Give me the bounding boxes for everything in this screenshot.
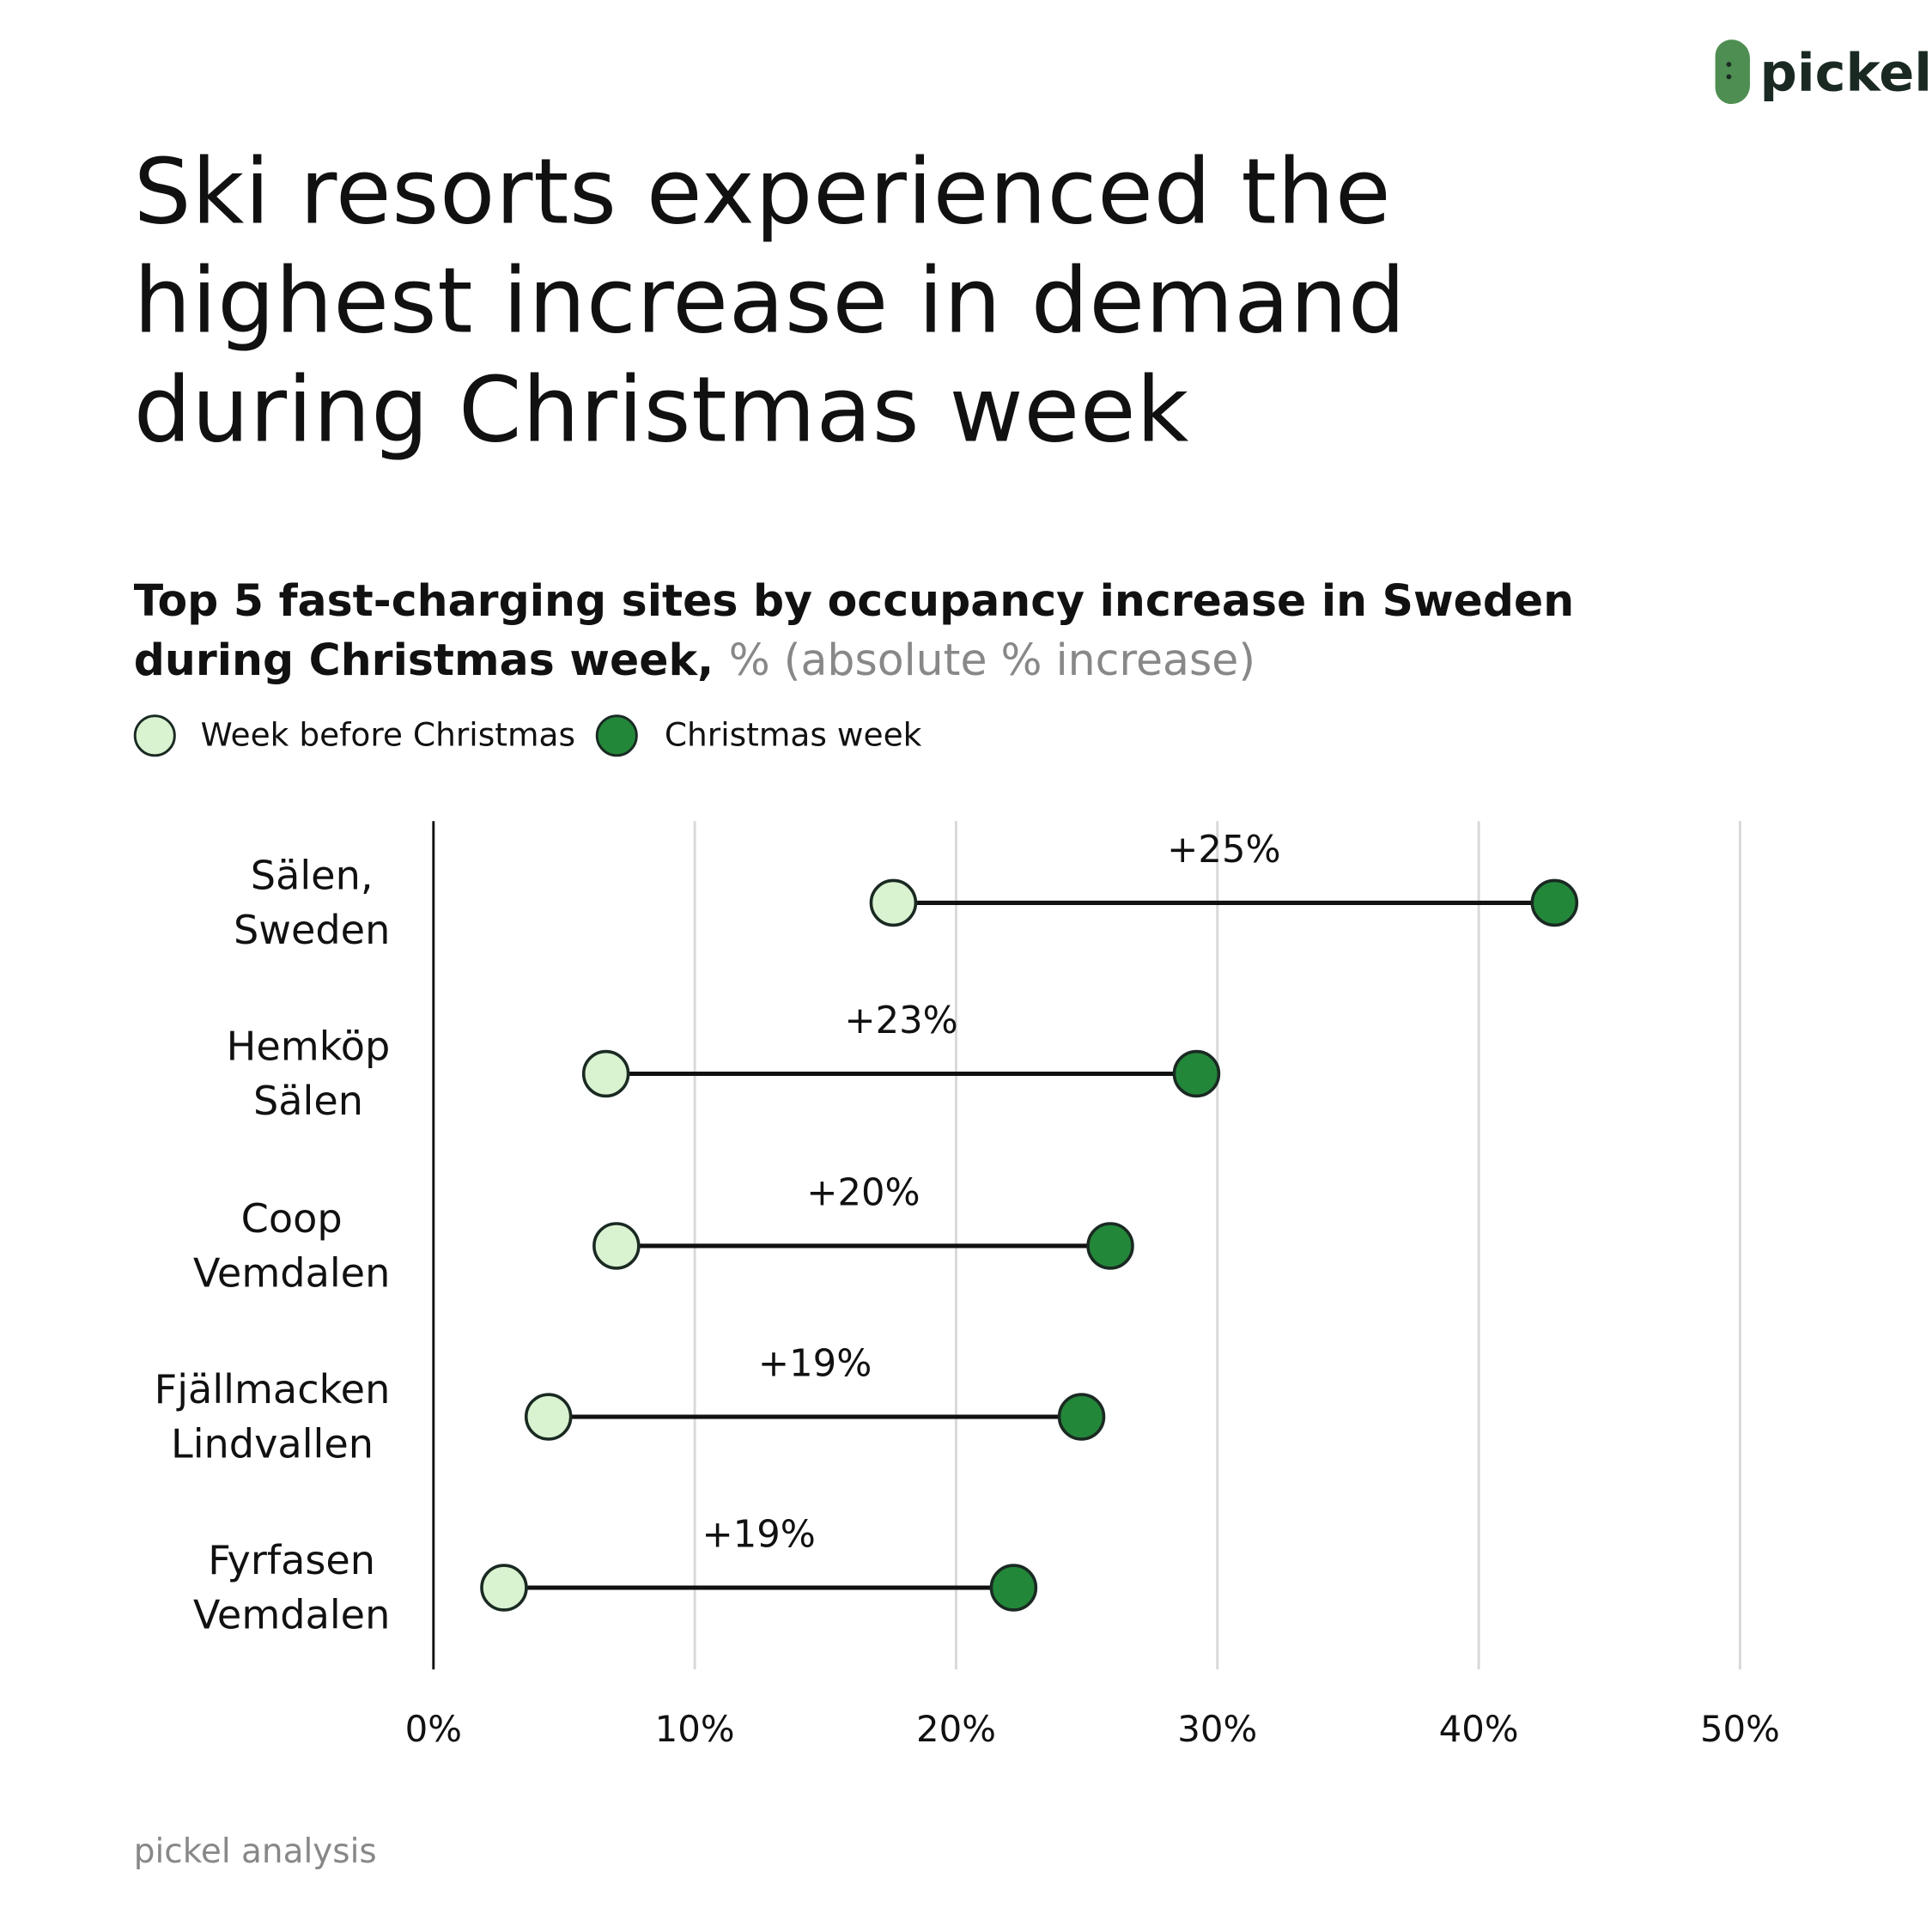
x-tick-label: 40% — [1439, 1708, 1519, 1750]
category-label-line: Sälen — [252, 1077, 363, 1125]
point-week-before — [524, 1393, 573, 1441]
increase-label: +19% — [702, 1513, 816, 1556]
point-week-before — [869, 878, 918, 927]
category-label: Sälen, Sweden — [234, 848, 390, 957]
category-label-line: Fyrfasen — [208, 1536, 376, 1584]
category-label: Fjällmacken Lindvallen — [155, 1363, 391, 1472]
point-week-before — [592, 1222, 641, 1270]
increase-label: +20% — [806, 1171, 920, 1214]
x-tick-label: 0% — [405, 1708, 462, 1750]
category-label: Fyrfasen Vemdalen — [193, 1534, 390, 1643]
chart-subtitle: Top 5 fast-charging sites by occupancy i… — [134, 572, 1744, 690]
subtitle-unit: % (absolute % increase) — [728, 636, 1256, 687]
point-christmas-week — [1530, 878, 1579, 927]
increase-label: +25% — [1167, 829, 1280, 872]
logo-text: pickel — [1759, 41, 1932, 102]
category-label-line: Lindvallen — [171, 1420, 374, 1468]
category-label: Hemköp Sälen — [227, 1019, 391, 1128]
category-label-line: Sälen, — [250, 852, 374, 900]
category-label-line: Vemdalen — [192, 1249, 391, 1297]
legend-label-christmas: Christmas week — [664, 717, 922, 755]
x-tick-label: 30% — [1177, 1708, 1257, 1750]
increase-label: +23% — [844, 999, 957, 1042]
legend-swatch-before — [133, 714, 176, 757]
category-label-line: Hemköp — [226, 1023, 391, 1071]
footer-source: pickel analysis — [133, 1832, 377, 1872]
legend-label-before: Week before Christmas — [200, 717, 575, 755]
point-christmas-week — [1086, 1222, 1134, 1270]
point-christmas-week — [1057, 1393, 1106, 1441]
pickel-logo: pickel — [1715, 39, 1932, 105]
subtitle-main: Top 5 fast-charging sites by occupancy i… — [133, 577, 1575, 687]
x-tick-label: 10% — [655, 1708, 735, 1750]
category-label: Coop Vemdalen — [193, 1191, 390, 1300]
page-title: Ski resorts experienced the highest incr… — [133, 139, 1406, 464]
point-week-before — [480, 1564, 528, 1612]
category-label-line: Vemdalen — [192, 1591, 391, 1639]
category-label-line: Fjällmacken — [154, 1365, 391, 1413]
category-label-line: Sweden — [233, 906, 391, 954]
x-tick-label: 50% — [1700, 1708, 1780, 1750]
point-christmas-week — [989, 1564, 1038, 1612]
point-week-before — [581, 1049, 630, 1098]
increase-label: +19% — [758, 1342, 872, 1385]
legend-swatch-christmas — [595, 714, 638, 757]
x-tick-label: 20% — [916, 1708, 996, 1750]
category-label-line: Coop — [240, 1194, 343, 1242]
legend: Week before Christmas Christmas week — [133, 714, 942, 757]
point-christmas-week — [1172, 1049, 1221, 1098]
pickle-icon — [1715, 39, 1750, 105]
